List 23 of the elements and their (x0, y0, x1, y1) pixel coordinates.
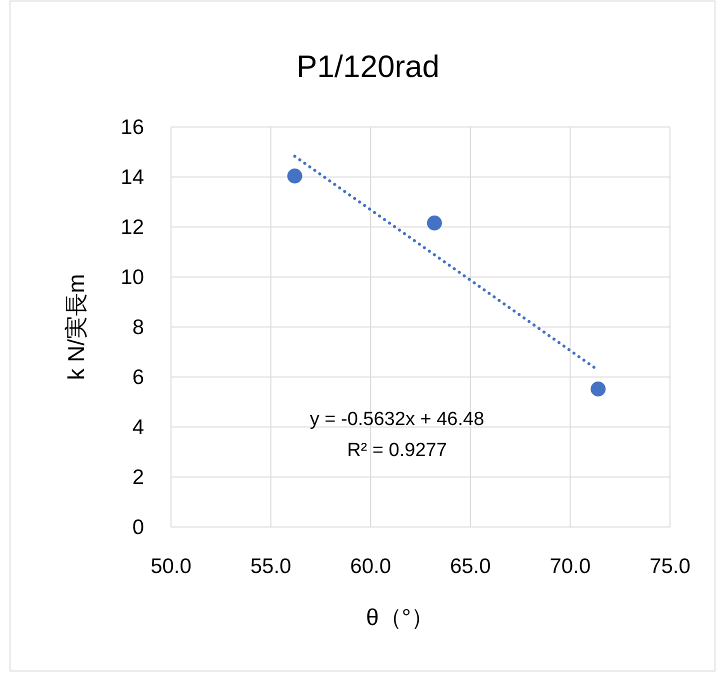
y-tick-label: 16 (120, 116, 144, 139)
y-tick-label: 0 (132, 516, 144, 539)
x-tick-label: 75.0 (650, 555, 690, 578)
y-axis-title: k N/実長m (63, 274, 89, 380)
y-tick-label: 6 (132, 366, 144, 389)
x-tick-label: 55.0 (250, 555, 292, 578)
annotation: R² = 0.9277 (347, 440, 447, 461)
point (287, 168, 302, 184)
point (590, 382, 606, 396)
x-tick-label: 50.0 (150, 555, 192, 578)
y-tick-label: 4 (132, 416, 144, 439)
y-tick-label: 8 (132, 316, 144, 339)
point (426, 216, 442, 230)
y-tick-label: 10 (120, 266, 144, 289)
x-tick-label: 65.0 (450, 555, 491, 578)
x-tick-label: 70.0 (550, 555, 591, 578)
x-axis-title: θ（°） (366, 604, 434, 630)
y-tick-label: 12 (120, 216, 144, 239)
y-tick-label: 14 (120, 166, 144, 189)
annotation: y = -0.5632x + 46.48 (310, 409, 484, 430)
x-tick-label: 60.0 (350, 555, 392, 578)
y-tick-label: 2 (132, 466, 144, 489)
chart-title: P1/120rad (296, 49, 440, 84)
